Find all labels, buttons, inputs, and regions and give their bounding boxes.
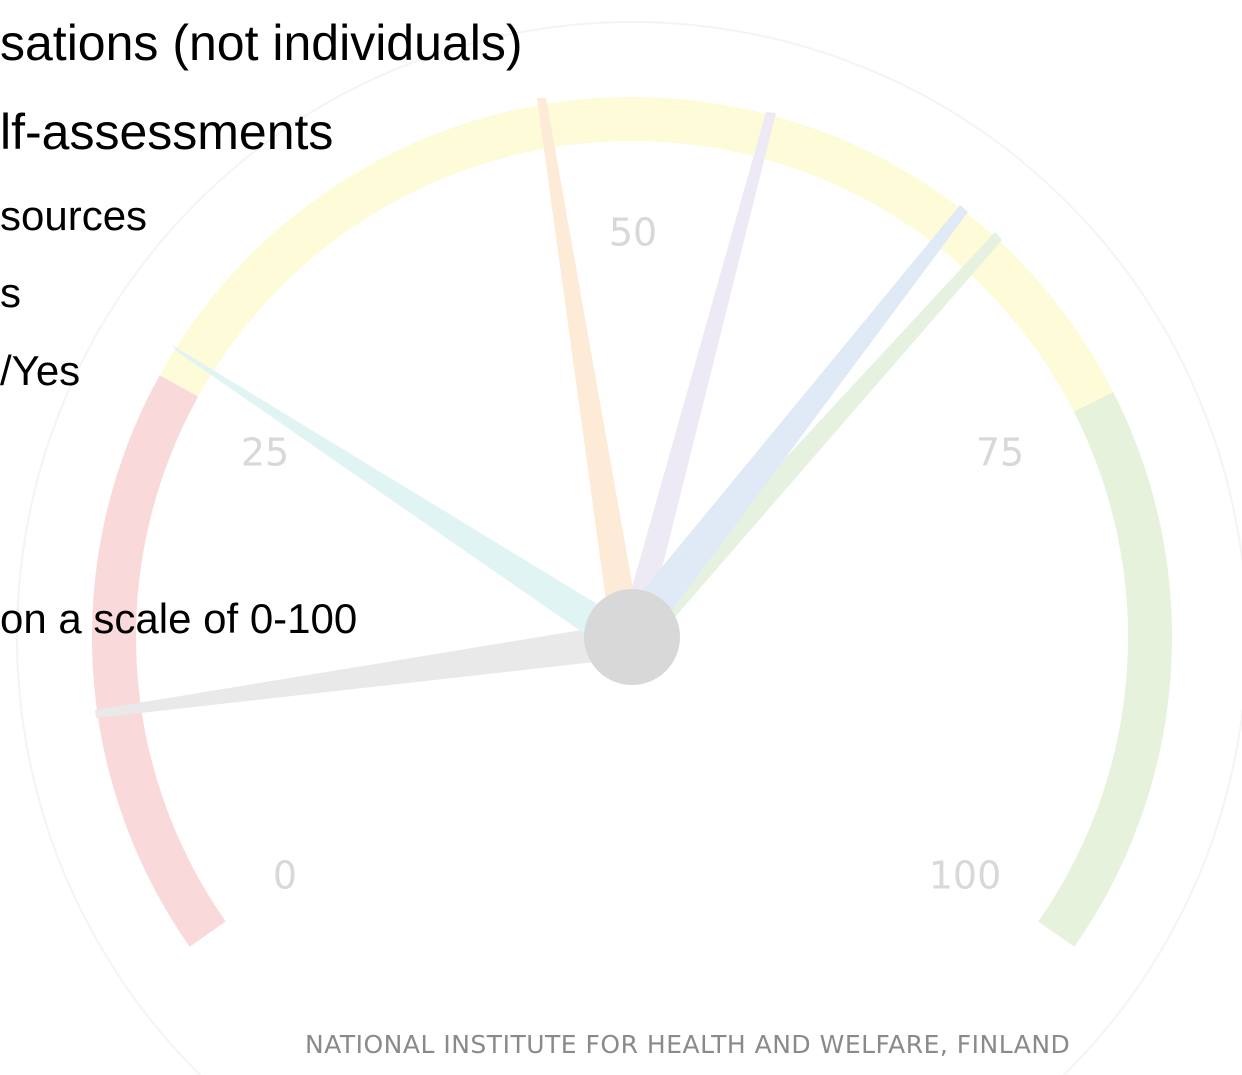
needle	[625, 205, 968, 640]
text-line: sations (not individuals)	[0, 18, 523, 68]
needle	[537, 98, 640, 630]
gauge-band-green	[1056, 402, 1150, 934]
text-line: sources	[0, 195, 147, 237]
text-line: lf-assessments	[0, 107, 333, 157]
gauge-label: 50	[609, 211, 657, 255]
gauge-arcs	[17, 22, 1242, 1075]
gauge-label: 25	[241, 431, 289, 475]
footer: NATIONAL INSTITUTE FOR HEALTH AND WELFAR…	[305, 1030, 1070, 1059]
text-line: /Yes	[0, 350, 80, 392]
gauge-label: 0	[273, 854, 297, 898]
gauge: 0 25 50 75 100	[0, 0, 1242, 1075]
slide: 0 25 50 75 100 sations (not individuals)…	[0, 0, 1242, 1075]
gauge-band-red	[114, 386, 208, 934]
text-line: s	[0, 272, 21, 314]
gauge-label: 100	[929, 854, 1002, 898]
gauge-label: 75	[976, 431, 1024, 475]
gauge-hub	[584, 589, 680, 685]
text-line: on a scale of 0-100	[0, 598, 357, 640]
gauge-band-yellow	[179, 119, 1094, 402]
